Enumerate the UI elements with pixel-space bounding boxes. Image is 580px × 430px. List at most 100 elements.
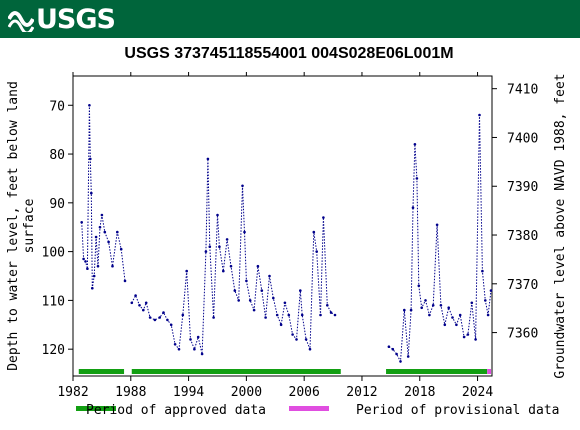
data-point [420,306,424,310]
data-point [279,323,283,327]
data-point [100,213,104,217]
data-point [237,299,240,302]
data-point [308,347,312,351]
data-point [304,338,308,341]
data-point [387,345,391,349]
y-tick-label: 100 [42,246,65,261]
x-tick-label: 1982 [57,385,88,400]
legend-label: Period of provisional data [356,403,560,418]
data-point [88,104,91,107]
y2-tick-label: 7410 [507,83,538,98]
chart-title: USGS 373745118554001 004S028E06L001M [124,45,453,62]
data-point [455,323,458,327]
data-point [89,157,92,161]
data-point [86,267,89,270]
plot-frame [72,75,493,377]
data-point [119,247,123,251]
data-point [470,301,474,305]
data-point [329,311,333,314]
data-point [268,274,271,278]
data-point [185,269,188,273]
x-tick-label: 2018 [404,385,435,400]
data-point [134,294,137,297]
usgs-wave-icon [8,11,34,32]
data-point [222,269,225,273]
data-point [233,289,237,292]
data-point [173,343,177,346]
data-point [92,274,96,278]
data-point [409,308,413,312]
data-point [333,313,337,317]
data-point [484,299,487,302]
data-point [466,333,470,336]
data-point [260,289,264,292]
series-line [81,105,126,289]
y-tick-label: 110 [42,294,65,309]
data-point [403,308,406,312]
data-point [181,313,185,317]
y2-tick-label: 7360 [507,327,538,342]
usgs-header: USGS [0,0,580,38]
data-point [264,316,267,319]
legend-swatch [289,406,329,411]
data-point [142,308,145,312]
data-point [283,301,287,305]
usgs-logo-text: USGS [36,3,116,35]
period-bar [131,369,341,374]
data-point [98,225,102,229]
legend-label: Period of approved data [86,403,266,418]
data-point [189,338,192,341]
data-point [272,296,275,300]
data-point [252,308,256,312]
data-point [256,264,260,268]
data-point [428,313,431,317]
data-point [103,230,107,234]
data-point [94,235,98,239]
data-point [84,260,87,263]
data-point [431,304,435,307]
x-tick-label: 2000 [231,385,262,400]
data-point [80,221,83,224]
data-point [291,333,294,336]
data-point [287,313,291,317]
groundwater-chart: USGS 373745118554001 004S028E06L001M 198… [6,45,568,418]
data-point [300,313,304,317]
data-point [148,316,152,319]
data-point [275,313,279,317]
data-point [144,301,148,305]
data-point [315,250,319,253]
data-point [462,335,466,339]
data-point [111,264,114,268]
data-point [406,355,410,358]
data-point [212,316,215,319]
series-line [131,158,336,355]
legend-swatch [76,406,116,411]
data-point [130,301,134,305]
data-point [443,323,447,327]
data-point [153,318,157,322]
data-point [166,318,169,322]
data-point [218,245,221,248]
data-point [193,347,196,351]
y-tick-label: 120 [42,343,65,358]
data-point [413,143,417,146]
data-point [415,177,419,180]
data-point [177,347,181,351]
data-point [391,347,395,351]
data-point [116,230,119,234]
usgs-logo[interactable]: USGS [8,3,116,35]
data-point [241,184,244,188]
data-point [451,316,454,319]
data-point [229,264,233,268]
y-tick-label: 80 [49,148,65,163]
y2-tick-label: 7400 [507,131,538,146]
y-tick-label: 70 [49,99,65,114]
data-point [411,206,415,209]
x-tick-label: 1994 [173,385,204,400]
y-axis-label: Depth to water level, feet below landsur… [6,81,37,371]
data-point [322,216,325,219]
data-point [123,279,127,283]
data-point [225,238,229,241]
data-point [245,279,248,283]
data-point [248,299,252,302]
